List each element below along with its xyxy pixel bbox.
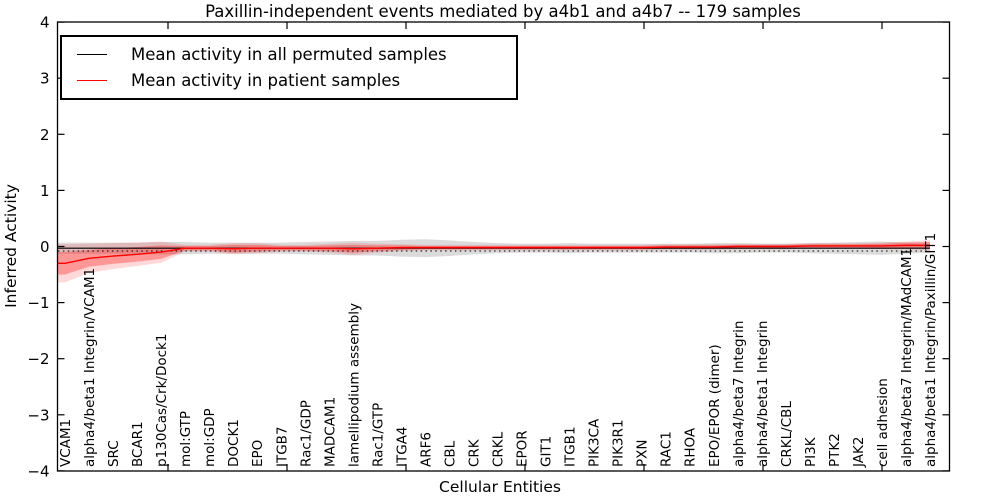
x-category-label: PIK3CA xyxy=(587,418,603,467)
y-tick-label: 0 xyxy=(40,238,50,256)
patient-inner-confidence-band xyxy=(58,242,931,275)
x-category-label: alpha4/beta7 Integrin xyxy=(731,321,747,467)
x-category-label: ITGB7 xyxy=(274,426,290,467)
legend-label-patient: Mean activity in patient samples xyxy=(131,71,401,91)
y-tick-label: 1 xyxy=(40,182,50,200)
x-category-label: cell adhesion xyxy=(875,378,891,467)
x-category-label: EPO xyxy=(250,440,266,467)
x-category-label: SRC xyxy=(106,440,122,467)
x-category-label: PI3K xyxy=(803,436,819,467)
legend-line-sample-red xyxy=(77,80,107,82)
legend-item-permuted: Mean activity in all permuted samples xyxy=(77,45,516,64)
x-category-label: ARF6 xyxy=(418,432,434,467)
x-category-label: CBL xyxy=(442,440,458,467)
patient-outer-confidence-band xyxy=(58,240,931,283)
legend-item-patient: Mean activity in patient samples xyxy=(77,71,516,90)
plot-contents: −4 −3 −2 −1 0 1 2 3 4 VCAM1 alpha4/beta1 Integrin/… xyxy=(27,14,951,480)
x-category-label: EPOR xyxy=(515,430,531,467)
x-category-label: mol:GTP xyxy=(178,411,194,467)
x-category-label: Rac1/GTP xyxy=(370,403,386,467)
x-category-label: VCAM1 xyxy=(58,419,74,467)
y-tick-label: −3 xyxy=(27,406,49,424)
x-category-label: PIK3R1 xyxy=(611,419,627,467)
x-category-label: DOCK1 xyxy=(226,419,242,467)
legend: Mean activity in all permuted samples Me… xyxy=(60,35,518,100)
y-tick-label: 4 xyxy=(40,14,50,32)
x-category-label: Rac1/GDP xyxy=(298,400,314,467)
x-category-label: EPO/EPOR (dimer) xyxy=(707,344,723,467)
x-axis-label: Cellular Entities xyxy=(439,478,561,496)
x-category-label: ITGB1 xyxy=(563,426,579,467)
y-tick-label: 3 xyxy=(40,70,50,88)
chart-title: Paxillin-independent events mediated by … xyxy=(205,2,801,21)
x-category-label: RHOA xyxy=(683,427,699,467)
x-category-label: JAK2 xyxy=(851,437,867,468)
patient-mean-line xyxy=(58,244,931,265)
x-category-label: alpha4/beta7 Integrin/MAdCAM1 xyxy=(899,248,915,467)
y-tick-label: −4 xyxy=(27,462,49,480)
x-category-label: ITGA4 xyxy=(394,426,410,467)
x-category-label: alpha4/beta1 Integrin/VCAM1 xyxy=(82,268,98,467)
x-category-label: RAC1 xyxy=(659,431,675,467)
x-category-label: CRK xyxy=(466,438,482,467)
x-category-label: CRKL/CBL xyxy=(779,401,795,467)
y-tick-label: −2 xyxy=(27,350,49,368)
x-category-label: PTK2 xyxy=(827,433,843,467)
x-category-label: BCAR1 xyxy=(130,421,146,467)
x-category-label: alpha4/beta1 Integrin xyxy=(755,321,771,467)
legend-label-permuted: Mean activity in all permuted samples xyxy=(131,44,447,64)
x-category-label: PXN xyxy=(635,440,651,468)
y-axis-label: Inferred Activity xyxy=(2,184,20,308)
y-tick-label: 2 xyxy=(40,126,50,144)
legend-line-sample-black xyxy=(77,53,107,55)
x-category-label: p130Cas/Crk/Dock1 xyxy=(154,334,170,467)
x-category-label: alpha4/beta1 Integrin/Paxillin/GIT1 xyxy=(923,233,939,467)
x-category-label: CRKL xyxy=(491,431,507,467)
y-tick-label: −1 xyxy=(27,294,49,312)
x-category-label: mol:GDP xyxy=(202,408,218,467)
x-category-label: lamellipodium assembly xyxy=(346,303,362,467)
x-category-label: GIT1 xyxy=(539,436,555,467)
x-category-label: MADCAM1 xyxy=(322,397,338,467)
